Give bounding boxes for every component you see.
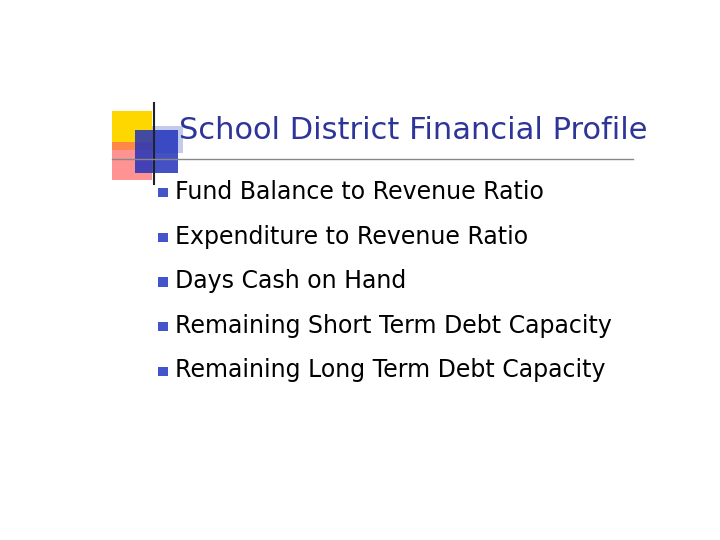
Bar xyxy=(152,126,183,153)
Text: Remaining Short Term Debt Capacity: Remaining Short Term Debt Capacity xyxy=(175,314,612,338)
Bar xyxy=(158,322,168,331)
Bar xyxy=(112,142,152,180)
Bar xyxy=(112,111,152,150)
Text: Expenditure to Revenue Ratio: Expenditure to Revenue Ratio xyxy=(175,225,528,248)
Bar xyxy=(158,233,168,242)
Text: School District Financial Profile: School District Financial Profile xyxy=(179,116,647,145)
Text: Fund Balance to Revenue Ratio: Fund Balance to Revenue Ratio xyxy=(175,180,544,204)
Bar xyxy=(135,130,178,173)
Bar xyxy=(158,367,168,376)
Text: Remaining Long Term Debt Capacity: Remaining Long Term Debt Capacity xyxy=(175,359,606,382)
Text: Days Cash on Hand: Days Cash on Hand xyxy=(175,269,407,293)
Bar xyxy=(158,188,168,197)
Bar xyxy=(158,278,168,287)
